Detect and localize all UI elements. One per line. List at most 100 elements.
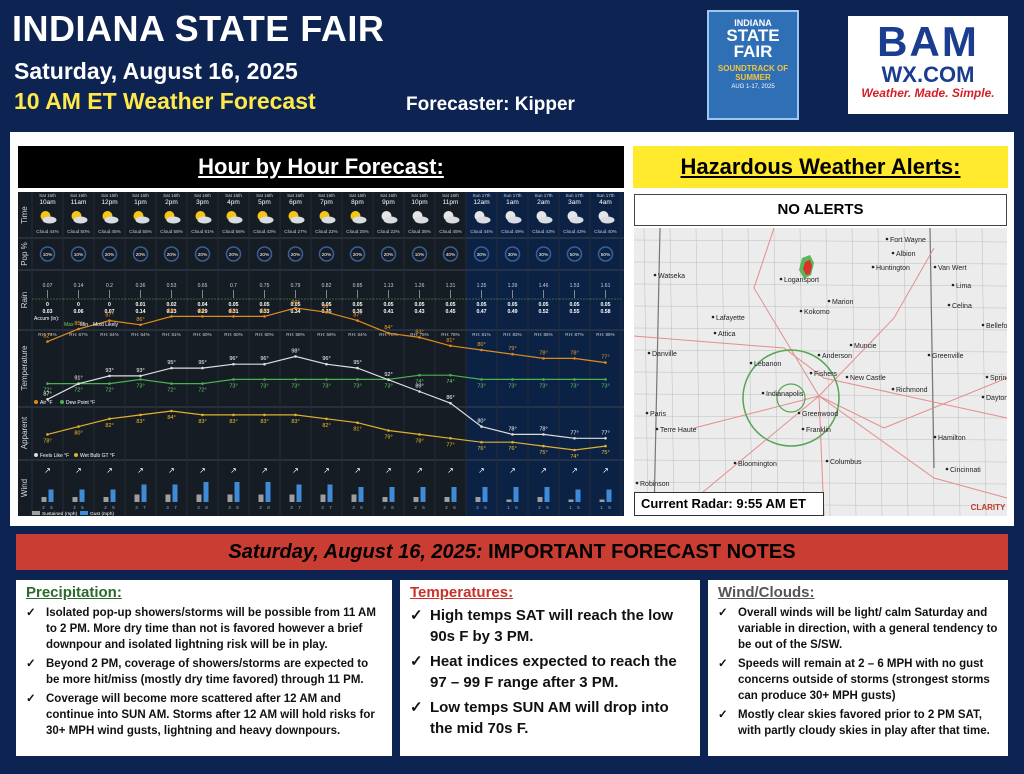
hour-time: 7pm <box>320 199 333 206</box>
dew-point-line-point <box>108 382 111 385</box>
air-temp-line-point <box>108 319 111 322</box>
air-temp-label: 88° <box>198 308 206 314</box>
pop-ring-icon <box>380 246 397 262</box>
rain-max: 1.26 <box>415 283 425 289</box>
wbgt-line-point <box>480 440 483 444</box>
feels-like-label: 92° <box>384 372 392 378</box>
wind-arrow-icon: ↗ <box>354 466 361 475</box>
sustained-bar <box>289 494 295 502</box>
wind-arrow-icon: ↗ <box>447 466 454 475</box>
wind-arrow-icon: ↗ <box>292 466 299 475</box>
wbgt-line-point <box>387 429 390 432</box>
rain-max: 0.36 <box>136 283 146 289</box>
rain-max: 1.39 <box>508 283 518 289</box>
rain-max: 1.31 <box>446 283 456 289</box>
city-marker <box>713 331 717 335</box>
cloud-icon <box>135 216 150 224</box>
rain-accum-min: 0.05 <box>321 302 331 308</box>
air-temp-line-point <box>325 310 328 314</box>
cloud-cover: Cloud 49% <box>501 229 523 234</box>
gust-value: 7 <box>143 505 146 510</box>
air-temp-label: 88° <box>229 308 237 314</box>
cloud-icon <box>352 216 367 224</box>
feels-like-line-point <box>77 382 80 385</box>
city-label: Watseka <box>658 273 685 280</box>
legend-air: Air °F <box>40 400 53 406</box>
gust-value: 6 <box>391 505 394 510</box>
cloud-cover: Cloud 45% <box>439 229 461 234</box>
relative-humidity: RH: 58% <box>286 332 304 337</box>
gust-bar <box>48 489 54 502</box>
radar-time-label: Current Radar: 9:55 AM ET <box>634 492 824 516</box>
fair-logo-line1: INDIANA <box>734 18 772 28</box>
wbgt-label: 82° <box>322 423 330 429</box>
pop-value: 10% <box>415 252 425 258</box>
county-line <box>851 228 857 516</box>
hour-day: Sat 16th <box>349 193 366 198</box>
city-label: Greenville <box>932 353 964 360</box>
dew-point-line-point <box>480 378 483 381</box>
feels-like-label: 87° <box>43 391 51 397</box>
rain-accum-likely: 0.14 <box>135 309 145 315</box>
wbgt-label: 83° <box>229 419 237 425</box>
wbgt-line-point <box>232 413 235 417</box>
wbgt-line-point <box>294 413 297 417</box>
legend-air-marker <box>34 400 38 404</box>
radar-map: Fort Wayne Albion Huntington Van Wert Watsek… <box>634 228 1007 516</box>
pop-value: 30% <box>539 252 549 258</box>
relative-humidity: RH: 85% <box>534 332 552 337</box>
highway <box>818 395 1007 499</box>
pop-value: 20% <box>291 252 301 258</box>
gust-value: 6 <box>360 505 363 510</box>
hour-time: 10pm <box>411 199 427 206</box>
hour-day: Sat 16th <box>411 193 428 198</box>
hour-by-hour-grid: Time Pop % Rain Temperature Apparent Wind Sat … <box>18 192 624 516</box>
city-label: Bellefontaine <box>986 323 1007 330</box>
temperatures-panel: Temperatures: High temps SAT will reach … <box>400 580 700 756</box>
hour-day: Sat 16th <box>287 193 304 198</box>
rain-accum-likely: 0.34 <box>290 309 300 315</box>
rain-max: 0.79 <box>291 283 301 289</box>
pop-ring-icon <box>287 246 304 262</box>
wbgt-label: 75° <box>601 450 609 456</box>
air-temp-label: 89° <box>322 304 330 310</box>
feels-like-label: 89° <box>415 384 423 390</box>
forecaster-label: Forecaster: Kipper <box>406 94 575 115</box>
feels-like-label: 78° <box>539 426 547 432</box>
row-label-pop: Pop % <box>20 242 29 266</box>
gust-bar <box>79 489 85 502</box>
city-marker <box>985 375 989 379</box>
sustained-bar <box>413 497 419 502</box>
state-border <box>929 228 935 469</box>
cloud-icon <box>538 216 553 224</box>
wbgt-line-point <box>46 433 49 436</box>
wind-arrow-icon: ↗ <box>168 466 175 475</box>
county-line <box>634 371 1007 375</box>
pop-ring-icon <box>473 246 490 262</box>
relative-humidity: RH: 67% <box>69 332 87 337</box>
hour-time: 6pm <box>289 199 302 206</box>
rain-accum-min: 0.05 <box>600 302 610 308</box>
row-label-temperature: Temperature <box>20 345 29 390</box>
cloud-icon <box>507 216 522 224</box>
gust-bar <box>358 487 364 502</box>
air-temp-label: 77° <box>601 355 609 361</box>
wbgt-line-point <box>511 440 514 444</box>
hour-time: 4am <box>599 199 612 206</box>
sustained-value: 3 <box>166 505 169 510</box>
dew-point-label: 72° <box>105 388 113 394</box>
cloud-icon <box>42 216 57 224</box>
gust-value: 7 <box>298 505 301 510</box>
dew-point-label: 73° <box>229 383 237 389</box>
dew-point-line-point <box>263 378 266 381</box>
notes-title: IMPORTANT FORECAST NOTES <box>482 541 796 563</box>
city-marker <box>945 467 949 471</box>
precipitation-panel: Precipitation: Isolated pop-up showers/s… <box>16 580 392 756</box>
county-line <box>634 305 1007 309</box>
pop-ring-icon <box>411 246 428 262</box>
city-label: New Castle <box>850 375 886 382</box>
hour-time: 11pm <box>443 199 459 206</box>
bam-logo-site: WX.COM <box>881 62 975 87</box>
city-marker <box>645 411 649 415</box>
county-line <box>634 283 1007 287</box>
